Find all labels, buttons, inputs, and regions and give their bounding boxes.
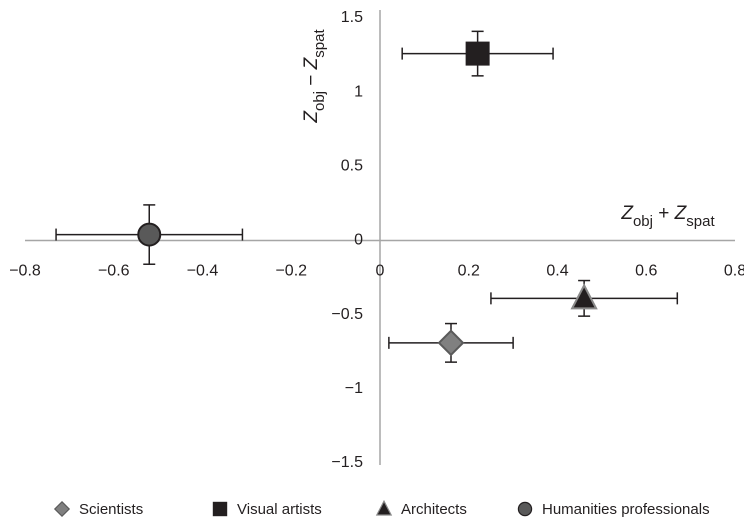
point (137, 222, 162, 247)
x-tick-label: −0.4 (187, 263, 219, 280)
x-tick-label: 0 (376, 263, 385, 280)
label-part: Z (620, 203, 634, 224)
legend-marker (53, 500, 71, 518)
label-part: obj (633, 213, 653, 230)
label-part: − (301, 69, 322, 91)
y-tick-label: 0 (354, 232, 363, 249)
label-part: Z (674, 203, 688, 224)
point (437, 329, 465, 357)
y-tick-label: −1 (345, 380, 363, 397)
y-tick-label: −0.5 (331, 306, 363, 323)
y-tick-label: 1.5 (341, 9, 363, 26)
y-tick-label: −1.5 (331, 454, 363, 471)
x-tick-label: −0.2 (275, 263, 307, 280)
label-part: spat (311, 29, 328, 58)
y-axis-label: Zobj − Zspat (301, 29, 328, 124)
x-tick-label: 0.2 (458, 263, 480, 280)
point (465, 41, 490, 66)
legend-label: Scientists (79, 501, 143, 518)
label-part: Z (301, 110, 322, 124)
legend-marker (212, 501, 228, 517)
point (570, 283, 598, 310)
x-tick-label: 0.6 (635, 263, 657, 280)
legend-label: Humanities professionals (542, 501, 710, 518)
x-axis-label: Zobj + Zspat (620, 203, 715, 230)
legend-label: Architects (401, 501, 467, 518)
x-tick-label: 0.4 (546, 263, 568, 280)
label-part: + (653, 203, 675, 224)
y-tick-label: 1 (354, 83, 363, 100)
legend-label: Visual artists (237, 501, 322, 518)
y-tick-label: 0.5 (341, 158, 363, 175)
label-part: spat (686, 213, 715, 230)
legend-marker (517, 501, 533, 517)
x-tick-label: −0.8 (9, 263, 41, 280)
x-tick-label: 0.8 (724, 263, 744, 280)
label-part: obj (311, 91, 328, 111)
legend-marker (375, 499, 393, 516)
label-part: Z (301, 56, 322, 70)
x-tick-label: −0.6 (98, 263, 130, 280)
